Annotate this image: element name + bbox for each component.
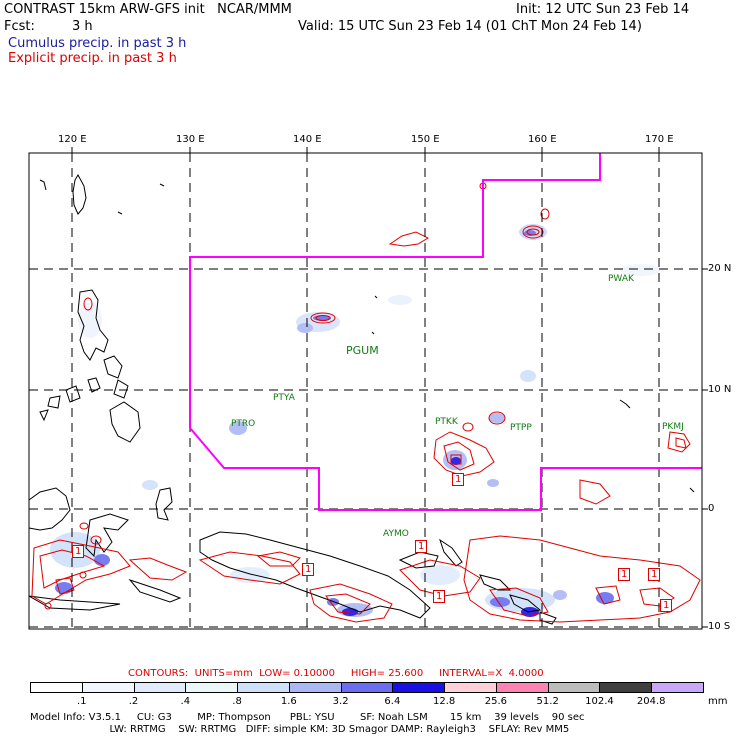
colorbar-swatch — [133, 682, 187, 693]
colorbar-label: 3.2 — [332, 696, 349, 707]
colorbar-swatch — [547, 682, 601, 693]
contour-value-label: 1 — [452, 473, 465, 486]
model-info-line2: LW: RRTMG SW: RRTMG DIFF: simple KM: 3D … — [30, 724, 570, 735]
colorbar-swatch — [392, 682, 446, 693]
station-ptpp: PTPP — [510, 423, 532, 433]
colorbar-label: .8 — [232, 696, 242, 707]
contour-value-label: 1 — [660, 599, 673, 612]
lat-tick-10n: 10 N — [708, 384, 732, 395]
lon-tick-120: 120 E — [58, 134, 87, 145]
colorbar-label: 1.6 — [280, 696, 297, 707]
contour-value-label: 1 — [433, 590, 446, 603]
contour-interval: INTERVAL=X 4.0000 — [439, 668, 544, 679]
header-fcst-value: 3 h — [72, 19, 93, 34]
header-line1-left: CONTRAST 15km ARW-GFS init NCAR/MMM — [4, 2, 292, 17]
latlon-grid — [29, 153, 702, 629]
coastlines — [29, 173, 695, 625]
lat-tick-20n: 20 N — [708, 263, 732, 274]
header-fcst-label: Fcst: — [4, 19, 35, 34]
colorbar-unit: mm — [708, 696, 728, 707]
contour-high: HIGH= 25.600 — [350, 668, 424, 679]
colorbar-label: 51.2 — [536, 696, 559, 707]
colorbar-swatch — [81, 682, 135, 693]
legend-cumulus: Cumulus precip. in past 3 h — [8, 36, 187, 51]
colorbar-swatch — [444, 682, 497, 693]
lon-tick-160: 160 E — [528, 134, 557, 145]
station-pwak: PWAK — [608, 274, 634, 284]
contour-info: CONTOURS: UNITS=mm LOW= 0.10000 HIGH= 25… — [128, 668, 544, 680]
header-valid-time: Valid: 15 UTC Sun 23 Feb 14 (01 ChT Mon … — [298, 19, 642, 34]
colorbar-swatch — [340, 682, 394, 693]
explicit-contours — [31, 182, 701, 623]
colorbar-label: 204.8 — [636, 696, 666, 707]
contour-value-label: 1 — [648, 568, 661, 581]
lon-tick-170: 170 E — [645, 134, 674, 145]
contour-value-label: 1 — [415, 540, 428, 553]
colorbar-swatch — [651, 682, 704, 693]
contour-value-label: 1 — [618, 568, 631, 581]
station-ptkk: PTKK — [435, 417, 458, 427]
colorbar-label: 102.4 — [585, 696, 614, 707]
station-pkmj: PKMJ — [662, 422, 684, 432]
lon-tick-130: 130 E — [176, 134, 205, 145]
map-frame — [28, 152, 703, 630]
station-aymo: AYMO — [383, 529, 409, 539]
colorbar-swatch — [599, 682, 653, 693]
colorbar-label: 12.8 — [433, 696, 456, 707]
station-pgum: PGUM — [346, 344, 379, 357]
contour-units: UNITS=mm — [194, 668, 253, 679]
contour-low: LOW= 0.10000 — [259, 668, 335, 679]
contour-value-label: 1 — [72, 545, 85, 558]
colorbar-label: .1 — [76, 696, 87, 707]
colorbar-swatch — [185, 682, 239, 693]
colorbar-label: .4 — [180, 696, 191, 707]
colorbar-label: 25.6 — [484, 696, 508, 707]
contour-value-label: 1 — [302, 563, 315, 576]
header-init-time: Init: 12 UTC Sun 23 Feb 14 — [516, 2, 690, 17]
lon-tick-140: 140 E — [293, 134, 322, 145]
colorbar-swatch — [30, 682, 83, 693]
colorbar-label: 6.4 — [384, 696, 401, 707]
cumulus-precip-shading — [50, 224, 660, 617]
colorbar-label: .2 — [128, 696, 139, 707]
legend-explicit: Explicit precip. in past 3 h — [8, 51, 177, 66]
colorbar-swatch — [288, 682, 342, 693]
lon-tick-150: 150 E — [411, 134, 440, 145]
lat-tick-10s: 10 S — [708, 621, 731, 632]
station-ptro: PTRO — [231, 419, 256, 429]
region-boundary — [189, 153, 702, 511]
colorbar-swatch — [495, 682, 549, 693]
model-info-line1: Model Info: V3.5.1 CU: G3 MP: Thompson P… — [30, 712, 585, 723]
colorbar-swatch — [237, 682, 290, 693]
lat-tick-0: 0 — [708, 503, 715, 514]
station-ptya: PTYA — [273, 393, 295, 403]
contours-label: CONTOURS: — [128, 668, 189, 679]
